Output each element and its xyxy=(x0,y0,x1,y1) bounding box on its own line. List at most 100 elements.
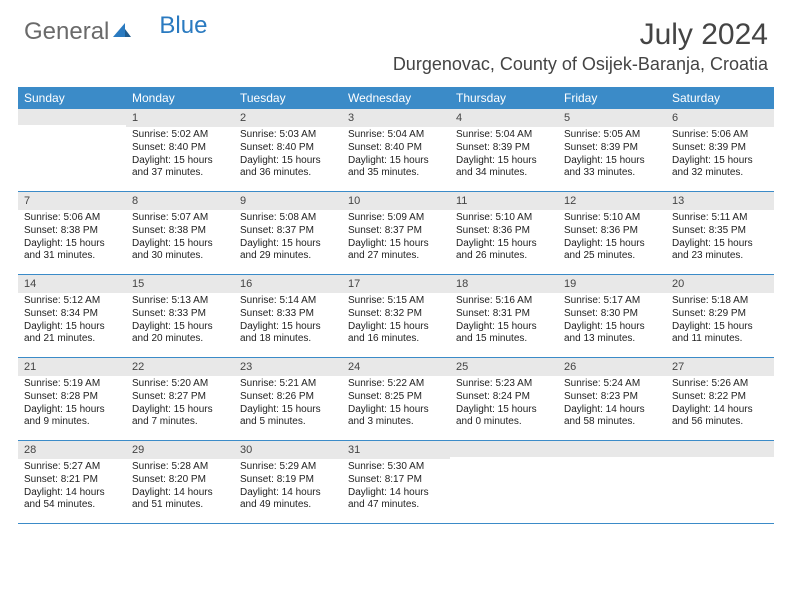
weekday-header: Wednesday xyxy=(342,87,450,109)
day-number: 14 xyxy=(18,275,126,293)
daylight-line-2: and 15 minutes. xyxy=(456,333,552,346)
day-data: Sunrise: 5:18 AMSunset: 8:29 PMDaylight:… xyxy=(666,293,774,350)
day-number: 2 xyxy=(234,109,342,127)
sunrise-line: Sunrise: 5:02 AM xyxy=(132,129,228,142)
day-number: 4 xyxy=(450,109,558,127)
day-cell: 30Sunrise: 5:29 AMSunset: 8:19 PMDayligh… xyxy=(234,441,342,523)
day-cell: 3Sunrise: 5:04 AMSunset: 8:40 PMDaylight… xyxy=(342,109,450,191)
day-number: 24 xyxy=(342,358,450,376)
day-cell: 5Sunrise: 5:05 AMSunset: 8:39 PMDaylight… xyxy=(558,109,666,191)
day-cell: 10Sunrise: 5:09 AMSunset: 8:37 PMDayligh… xyxy=(342,192,450,274)
daylight-line-2: and 25 minutes. xyxy=(564,250,660,263)
day-cell: 22Sunrise: 5:20 AMSunset: 8:27 PMDayligh… xyxy=(126,358,234,440)
daylight-line-1: Daylight: 15 hours xyxy=(564,321,660,334)
day-data: Sunrise: 5:10 AMSunset: 8:36 PMDaylight:… xyxy=(558,210,666,267)
daylight-line-2: and 30 minutes. xyxy=(132,250,228,263)
sunset-line: Sunset: 8:28 PM xyxy=(24,391,120,404)
daylight-line-2: and 16 minutes. xyxy=(348,333,444,346)
day-number: 7 xyxy=(18,192,126,210)
sunrise-line: Sunrise: 5:06 AM xyxy=(24,212,120,225)
page-header: General Blue July 2024 Durgenovac, Count… xyxy=(0,0,792,79)
daylight-line-1: Daylight: 15 hours xyxy=(672,238,768,251)
day-cell: 16Sunrise: 5:14 AMSunset: 8:33 PMDayligh… xyxy=(234,275,342,357)
day-number: 17 xyxy=(342,275,450,293)
sunset-line: Sunset: 8:25 PM xyxy=(348,391,444,404)
day-number xyxy=(666,441,774,457)
daylight-line-1: Daylight: 15 hours xyxy=(456,155,552,168)
day-number: 22 xyxy=(126,358,234,376)
day-number: 8 xyxy=(126,192,234,210)
daylight-line-2: and 54 minutes. xyxy=(24,499,120,512)
daylight-line-2: and 33 minutes. xyxy=(564,167,660,180)
daylight-line-1: Daylight: 14 hours xyxy=(348,487,444,500)
day-data: Sunrise: 5:15 AMSunset: 8:32 PMDaylight:… xyxy=(342,293,450,350)
daylight-line-2: and 56 minutes. xyxy=(672,416,768,429)
weeks-container: 1Sunrise: 5:02 AMSunset: 8:40 PMDaylight… xyxy=(18,109,774,524)
sunrise-line: Sunrise: 5:10 AM xyxy=(564,212,660,225)
sunrise-line: Sunrise: 5:14 AM xyxy=(240,295,336,308)
daylight-line-2: and 18 minutes. xyxy=(240,333,336,346)
day-data: Sunrise: 5:05 AMSunset: 8:39 PMDaylight:… xyxy=(558,127,666,184)
day-number xyxy=(558,441,666,457)
day-data: Sunrise: 5:09 AMSunset: 8:37 PMDaylight:… xyxy=(342,210,450,267)
daylight-line-2: and 47 minutes. xyxy=(348,499,444,512)
daylight-line-1: Daylight: 15 hours xyxy=(348,155,444,168)
sunset-line: Sunset: 8:38 PM xyxy=(132,225,228,238)
weekday-header-row: SundayMondayTuesdayWednesdayThursdayFrid… xyxy=(18,87,774,109)
sunset-line: Sunset: 8:20 PM xyxy=(132,474,228,487)
daylight-line-1: Daylight: 15 hours xyxy=(456,404,552,417)
daylight-line-2: and 26 minutes. xyxy=(456,250,552,263)
sunset-line: Sunset: 8:37 PM xyxy=(240,225,336,238)
week-row: 1Sunrise: 5:02 AMSunset: 8:40 PMDaylight… xyxy=(18,109,774,192)
day-cell: 6Sunrise: 5:06 AMSunset: 8:39 PMDaylight… xyxy=(666,109,774,191)
sunset-line: Sunset: 8:36 PM xyxy=(456,225,552,238)
sunset-line: Sunset: 8:34 PM xyxy=(24,308,120,321)
sunrise-line: Sunrise: 5:12 AM xyxy=(24,295,120,308)
daylight-line-2: and 23 minutes. xyxy=(672,250,768,263)
daylight-line-1: Daylight: 15 hours xyxy=(240,321,336,334)
sunset-line: Sunset: 8:40 PM xyxy=(348,142,444,155)
day-cell: 20Sunrise: 5:18 AMSunset: 8:29 PMDayligh… xyxy=(666,275,774,357)
daylight-line-1: Daylight: 15 hours xyxy=(456,321,552,334)
day-data: Sunrise: 5:19 AMSunset: 8:28 PMDaylight:… xyxy=(18,376,126,433)
sunrise-line: Sunrise: 5:05 AM xyxy=(564,129,660,142)
day-number: 3 xyxy=(342,109,450,127)
day-number: 29 xyxy=(126,441,234,459)
day-cell xyxy=(450,441,558,523)
brand-part1: General xyxy=(24,18,109,46)
sunrise-line: Sunrise: 5:24 AM xyxy=(564,378,660,391)
sunrise-line: Sunrise: 5:10 AM xyxy=(456,212,552,225)
daylight-line-2: and 51 minutes. xyxy=(132,499,228,512)
day-number: 21 xyxy=(18,358,126,376)
day-cell: 2Sunrise: 5:03 AMSunset: 8:40 PMDaylight… xyxy=(234,109,342,191)
daylight-line-2: and 35 minutes. xyxy=(348,167,444,180)
sunrise-line: Sunrise: 5:15 AM xyxy=(348,295,444,308)
sunrise-line: Sunrise: 5:27 AM xyxy=(24,461,120,474)
day-data xyxy=(18,125,126,131)
location-subtitle: Durgenovac, County of Osijek-Baranja, Cr… xyxy=(393,54,768,75)
week-row: 7 Sunrise: 5:06 AM Sunset: 8:38 PM Daylight… xyxy=(18,192,774,275)
sunrise-line: Sunrise: 5:13 AM xyxy=(132,295,228,308)
day-cell: 24Sunrise: 5:22 AMSunset: 8:25 PMDayligh… xyxy=(342,358,450,440)
day-number xyxy=(18,109,126,125)
day-data: Sunrise: 5:12 AMSunset: 8:34 PMDaylight:… xyxy=(18,293,126,350)
daylight-line-1: Daylight: 15 hours xyxy=(672,155,768,168)
daylight-line-2: and 9 minutes. xyxy=(24,416,120,429)
day-data: Sunrise: 5:30 AMSunset: 8:17 PMDaylight:… xyxy=(342,459,450,516)
month-title: July 2024 xyxy=(393,18,768,52)
sunrise-line: Sunrise: 5:04 AM xyxy=(456,129,552,142)
sunset-line: Sunset: 8:23 PM xyxy=(564,391,660,404)
daylight-line-2: and 11 minutes. xyxy=(672,333,768,346)
sunset-line: Sunset: 8:40 PM xyxy=(132,142,228,155)
day-cell: 14Sunrise: 5:12 AMSunset: 8:34 PMDayligh… xyxy=(18,275,126,357)
sunrise-line: Sunrise: 5:11 AM xyxy=(672,212,768,225)
sunrise-line: Sunrise: 5:20 AM xyxy=(132,378,228,391)
day-number: 26 xyxy=(558,358,666,376)
sunrise-line: Sunrise: 5:21 AM xyxy=(240,378,336,391)
day-number: 12 xyxy=(558,192,666,210)
day-number: 1 xyxy=(126,109,234,127)
sunset-line: Sunset: 8:26 PM xyxy=(240,391,336,404)
day-number: 5 xyxy=(558,109,666,127)
day-data: Sunrise: 5:04 AMSunset: 8:39 PMDaylight:… xyxy=(450,127,558,184)
day-data: Sunrise: 5:17 AMSunset: 8:30 PMDaylight:… xyxy=(558,293,666,350)
